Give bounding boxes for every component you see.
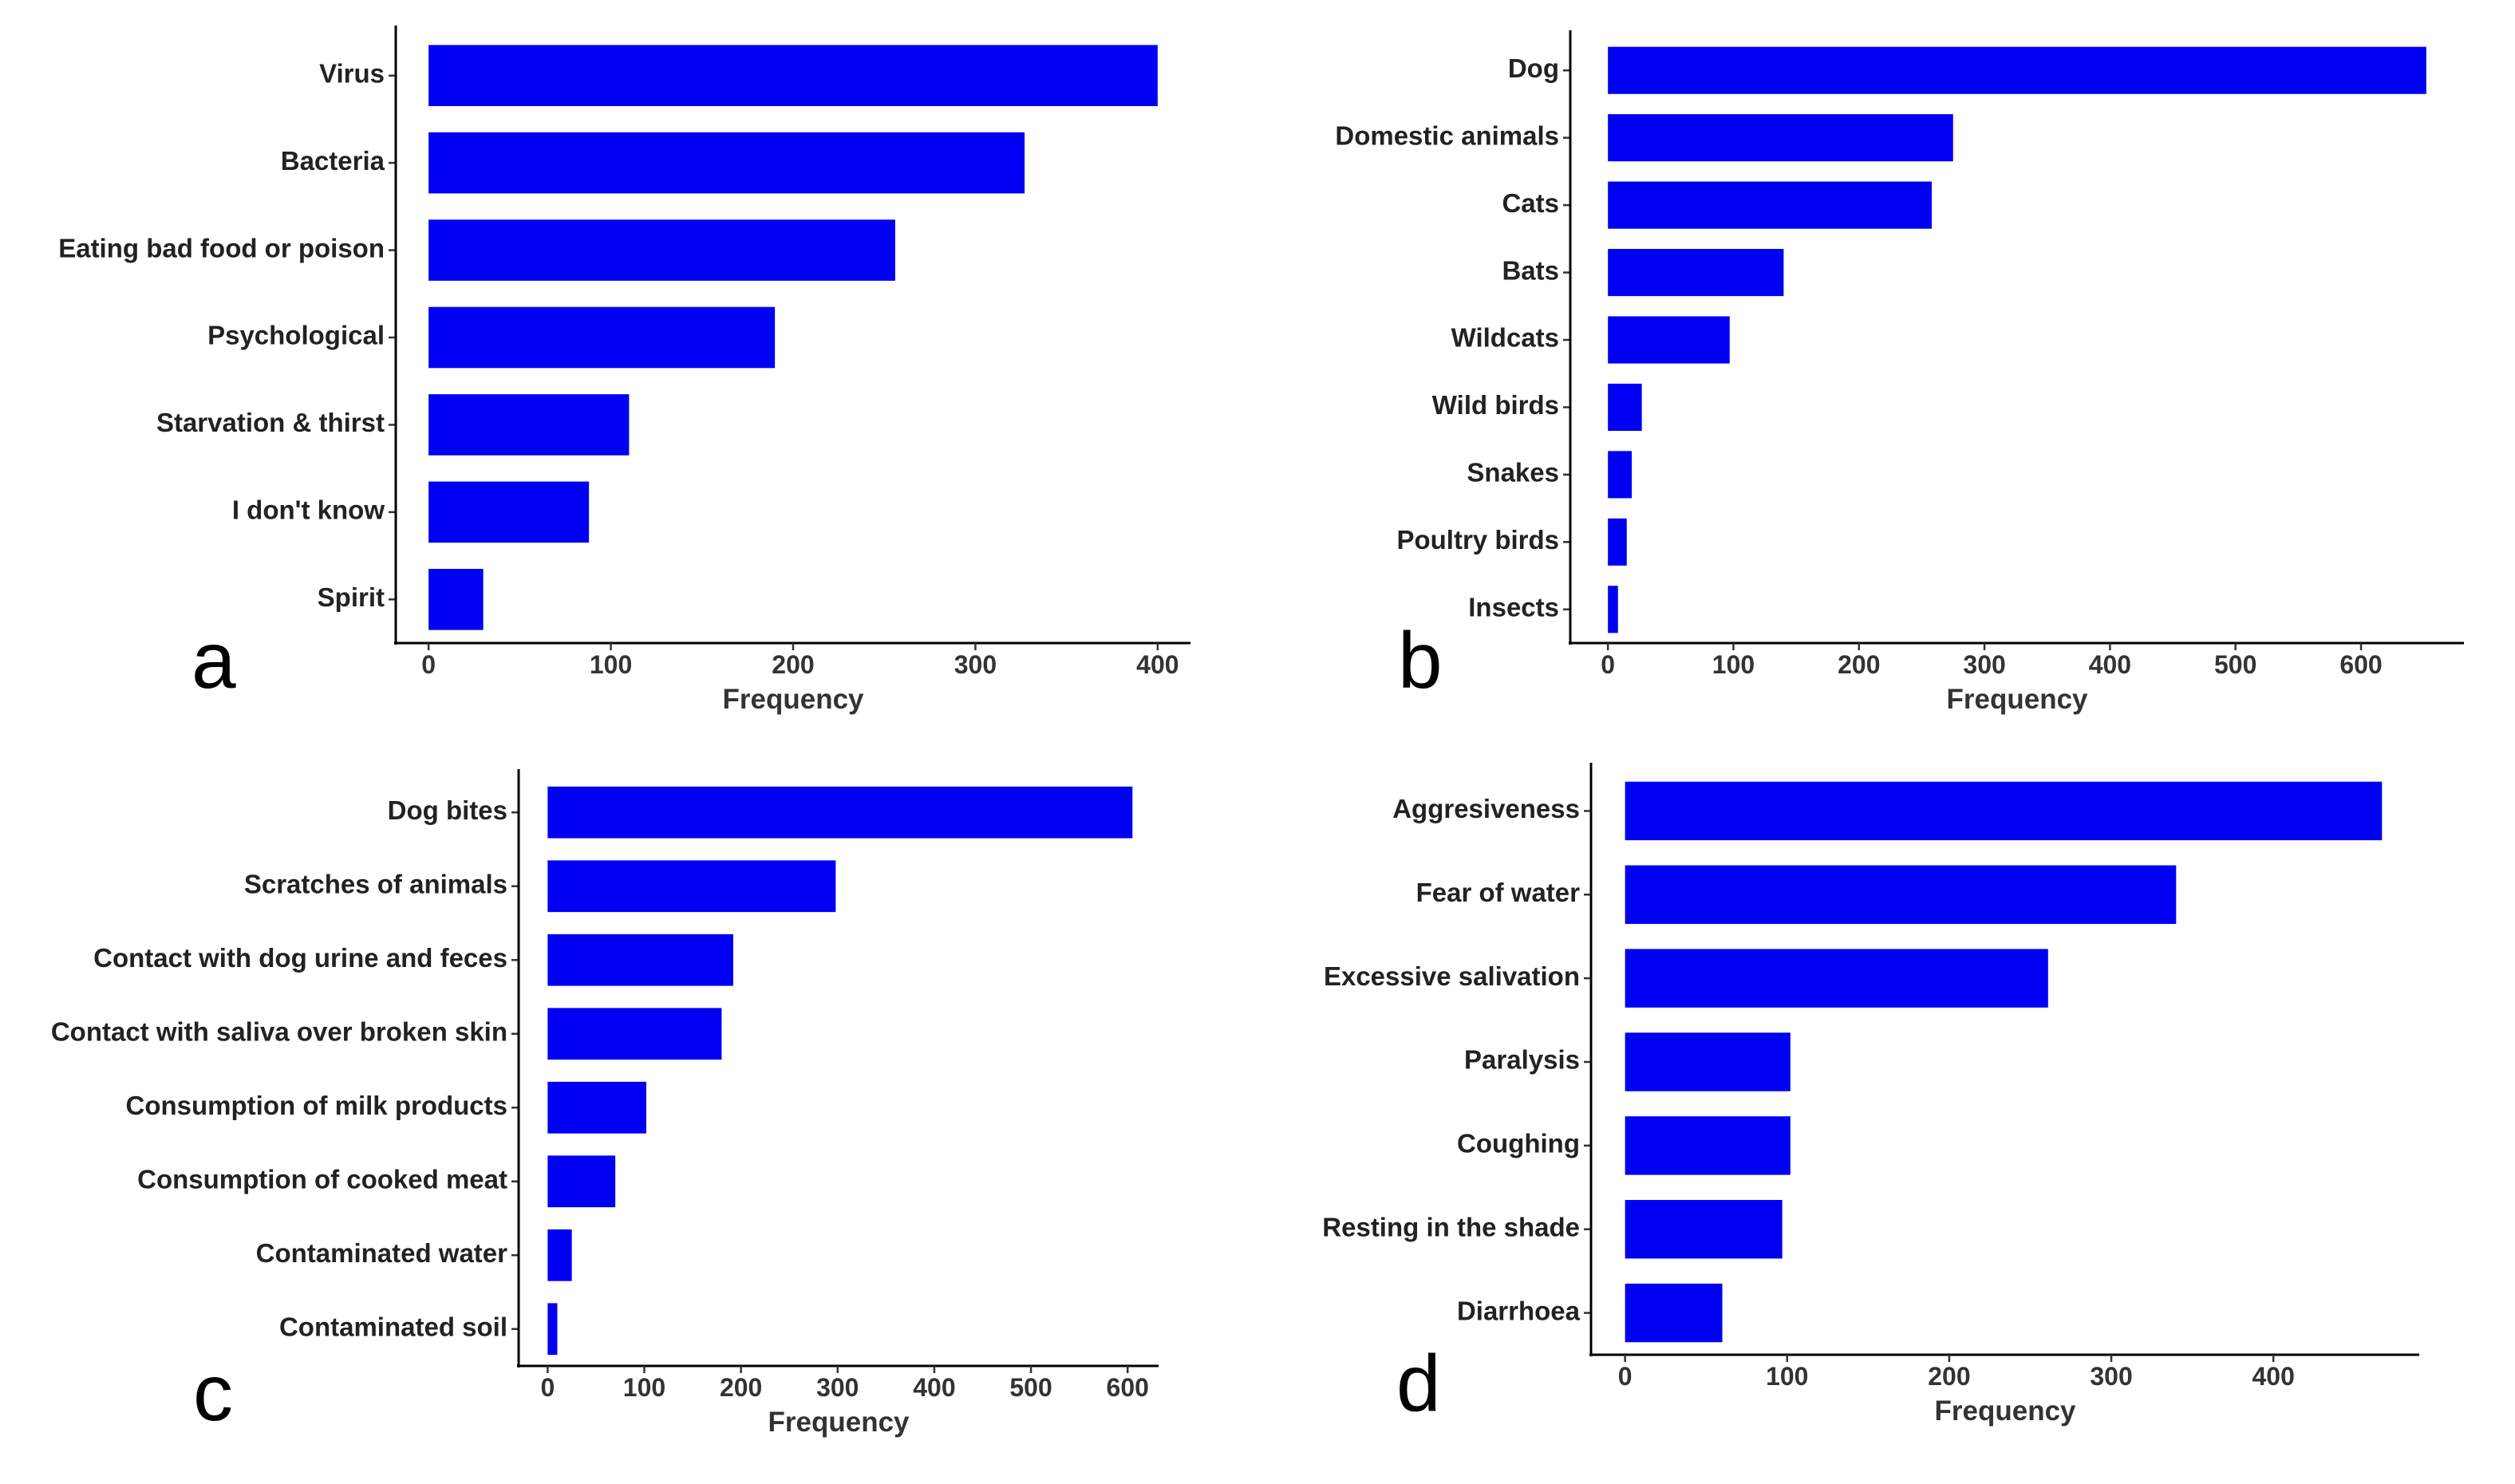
category-label-b-3: Cats — [1502, 188, 1559, 218]
x-tick-label-c-100: 100 — [623, 1373, 665, 1402]
x-tick-label-d-0: 0 — [1618, 1362, 1633, 1391]
bar-c-4 — [547, 1008, 722, 1060]
category-label-a-6: I don't know — [232, 495, 385, 525]
category-label-b-6: Wild birds — [1432, 390, 1559, 420]
category-label-d-1: Aggresiveness — [1392, 794, 1580, 823]
category-label-c-8: Contaminated soil — [279, 1312, 507, 1341]
category-label-b-8: Poultry birds — [1396, 525, 1559, 555]
x-tick-label-d-200: 200 — [1928, 1362, 1970, 1391]
category-label-b-1: Dog — [1508, 53, 1559, 83]
bar-b-2 — [1608, 114, 1953, 162]
bar-d-1 — [1625, 781, 2383, 841]
category-label-a-5: Starvation & thirst — [156, 408, 385, 437]
category-label-b-9: Insects — [1468, 592, 1559, 622]
category-label-d-5: Coughing — [1457, 1129, 1580, 1158]
bar-b-9 — [1608, 586, 1618, 633]
category-label-a-4: Psychological — [207, 321, 385, 350]
category-label-b-7: Snakes — [1467, 458, 1559, 487]
bar-b-5 — [1608, 316, 1730, 364]
x-tick-label-b-400: 400 — [2089, 650, 2131, 679]
bar-b-1 — [1608, 46, 2426, 94]
bar-a-2 — [428, 132, 1025, 194]
bar-c-1 — [547, 786, 1133, 839]
x-tick-label-c-400: 400 — [913, 1373, 955, 1402]
x-tick-label-b-100: 100 — [1712, 650, 1755, 679]
x-axis-title-b: Frequency — [1947, 684, 2089, 715]
x-tick-label-d-400: 400 — [2252, 1362, 2294, 1391]
bar-c-6 — [547, 1155, 616, 1208]
x-tick-label-b-0: 0 — [1601, 650, 1615, 679]
category-label-a-7: Spirit — [318, 582, 385, 612]
bar-b-3 — [1608, 181, 1933, 229]
panel-letter-d: d — [1396, 1339, 1441, 1428]
category-label-c-1: Dog bites — [388, 795, 507, 825]
bar-c-7 — [547, 1229, 572, 1281]
category-label-c-5: Consumption of milk products — [126, 1091, 507, 1120]
bar-b-4 — [1608, 249, 1784, 297]
category-label-d-3: Excessive salivation — [1324, 961, 1580, 991]
bar-c-2 — [547, 860, 836, 913]
x-tick-label-c-500: 500 — [1009, 1373, 1052, 1402]
category-label-a-1: Virus — [319, 58, 385, 88]
x-tick-label-b-300: 300 — [1963, 650, 2005, 679]
category-label-b-2: Domestic animals — [1335, 120, 1559, 150]
x-tick-label-b-500: 500 — [2214, 650, 2256, 679]
x-tick-label-a-300: 300 — [954, 650, 997, 679]
category-label-d-7: Diarrhoea — [1457, 1296, 1581, 1325]
category-label-a-2: Bacteria — [281, 146, 385, 176]
x-axis-title-a: Frequency — [723, 684, 865, 715]
x-tick-label-d-100: 100 — [1766, 1362, 1808, 1391]
bar-d-4 — [1625, 1032, 1791, 1091]
panel-letter-a: a — [191, 616, 236, 705]
x-tick-label-b-200: 200 — [1838, 650, 1880, 679]
x-tick-label-a-400: 400 — [1136, 650, 1179, 679]
category-label-d-2: Fear of water — [1416, 878, 1581, 907]
bar-a-6 — [428, 481, 590, 543]
bar-a-7 — [428, 568, 484, 630]
x-tick-label-a-200: 200 — [772, 650, 814, 679]
bar-c-8 — [547, 1303, 558, 1356]
bar-b-8 — [1608, 518, 1627, 566]
bar-d-3 — [1625, 949, 2048, 1008]
x-tick-label-b-600: 600 — [2339, 650, 2382, 679]
bar-a-4 — [428, 306, 776, 369]
category-label-c-7: Contaminated water — [256, 1238, 508, 1268]
bar-d-7 — [1625, 1283, 1723, 1343]
bar-a-5 — [428, 394, 630, 456]
x-axis-title-c: Frequency — [768, 1407, 910, 1438]
category-label-d-6: Resting in the shade — [1322, 1212, 1580, 1241]
category-label-c-6: Consumption of cooked meat — [137, 1164, 507, 1194]
panel-letter-c: c — [193, 1348, 233, 1438]
bar-b-7 — [1608, 451, 1633, 499]
x-tick-label-d-300: 300 — [2090, 1362, 2132, 1391]
category-label-c-4: Contact with saliva over broken skin — [51, 1016, 507, 1046]
x-tick-label-c-0: 0 — [540, 1373, 555, 1402]
bar-a-3 — [428, 219, 895, 281]
bar-b-6 — [1608, 383, 1642, 431]
bar-d-5 — [1625, 1116, 1791, 1175]
x-axis-title-d: Frequency — [1935, 1395, 2077, 1427]
panel-letter-b: b — [1398, 616, 1443, 705]
bar-d-6 — [1625, 1200, 1783, 1259]
bar-d-2 — [1625, 865, 2177, 924]
x-tick-label-a-100: 100 — [590, 650, 632, 679]
bar-c-3 — [547, 933, 733, 986]
category-label-d-4: Paralysis — [1464, 1045, 1580, 1075]
x-tick-label-c-200: 200 — [720, 1373, 762, 1402]
category-label-c-3: Contact with dog urine and feces — [93, 943, 507, 973]
x-tick-label-a-0: 0 — [421, 650, 436, 679]
bar-a-1 — [428, 45, 1158, 107]
category-label-b-4: Bats — [1502, 255, 1559, 285]
category-label-c-2: Scratches of animals — [244, 869, 507, 898]
category-label-b-5: Wildcats — [1451, 323, 1559, 353]
x-tick-label-c-300: 300 — [816, 1373, 859, 1402]
bar-c-5 — [547, 1081, 646, 1134]
category-label-a-3: Eating bad food or poison — [58, 233, 385, 262]
x-tick-label-c-600: 600 — [1107, 1373, 1149, 1402]
